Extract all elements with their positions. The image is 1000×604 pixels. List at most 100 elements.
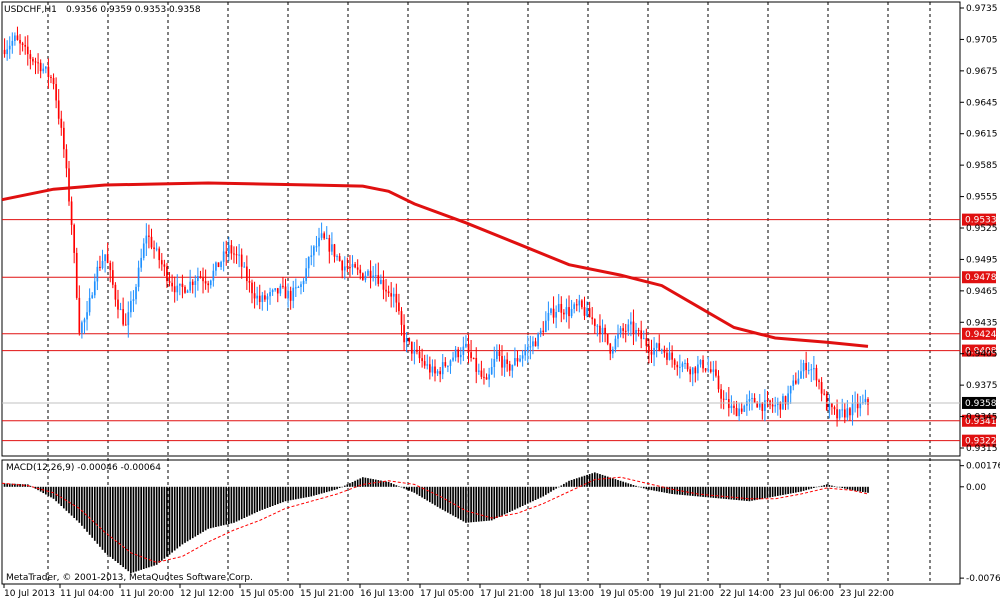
- macd-panel-frame: [1, 459, 961, 585]
- candle-body: [784, 396, 787, 405]
- macd-bar: [217, 486, 220, 527]
- macd-bar: [514, 486, 516, 510]
- candle-body: [34, 61, 37, 63]
- candle-body: [418, 351, 421, 359]
- macd-bar: [148, 486, 150, 568]
- candle-body: [604, 327, 606, 334]
- macd-bar: [377, 480, 380, 487]
- candle-body: [645, 338, 648, 346]
- candle-body: [294, 287, 297, 289]
- macd-bar: [689, 486, 691, 496]
- candle-body: [521, 355, 524, 359]
- candle-body: [493, 358, 496, 368]
- macd-bar: [488, 486, 490, 521]
- candle-body: [390, 293, 393, 297]
- time-tick-label: 11 Jul 04:00: [60, 589, 114, 599]
- macd-bar: [166, 486, 168, 557]
- macd-bar: [862, 486, 864, 492]
- macd-bar: [382, 481, 385, 487]
- macd-bar: [751, 486, 753, 501]
- candle-body: [215, 262, 217, 271]
- candle-body: [722, 398, 725, 400]
- macd-bar: [771, 486, 774, 497]
- macd-bar: [707, 486, 710, 498]
- macd-bar: [511, 486, 514, 511]
- macd-bar: [645, 486, 648, 490]
- candle-body: [83, 319, 86, 323]
- macd-bar: [586, 474, 588, 487]
- candle-body: [459, 354, 462, 358]
- macd-bar: [498, 486, 501, 517]
- candle-body: [797, 378, 800, 384]
- macd-bar: [111, 486, 114, 559]
- candle-body: [209, 280, 212, 286]
- candle-body: [622, 328, 624, 331]
- macd-bar: [508, 486, 511, 512]
- candle-body: [135, 286, 137, 300]
- macd-bar: [797, 486, 800, 493]
- candle-body: [374, 275, 377, 277]
- macd-bar: [173, 486, 176, 551]
- macd-bar: [101, 486, 104, 550]
- candle-body: [14, 35, 16, 41]
- price-panel-frame: [1, 1, 961, 457]
- candle-body: [11, 40, 14, 46]
- candle-body: [109, 262, 112, 271]
- candle-body: [181, 283, 184, 287]
- candle-body: [800, 371, 802, 379]
- candle-body: [547, 312, 550, 321]
- macd-bar: [266, 486, 269, 508]
- candle-body: [60, 118, 63, 128]
- current-price-tag: [962, 396, 996, 409]
- macd-bar: [320, 486, 323, 494]
- current-price-label: 0.9358: [965, 399, 997, 409]
- price-tick-label: 0.9525: [966, 224, 998, 234]
- macd-bar: [673, 486, 676, 495]
- macd-bar: [243, 486, 246, 518]
- candle-body: [70, 201, 73, 225]
- macd-bar: [550, 486, 552, 492]
- macd-bar: [282, 486, 284, 503]
- macd-bar: [671, 486, 673, 494]
- macd-bar: [506, 486, 509, 514]
- candle-body: [470, 352, 472, 358]
- macd-bar: [39, 486, 42, 492]
- macd-bar: [735, 486, 738, 500]
- macd-bar: [431, 486, 434, 504]
- macd-bar: [235, 486, 238, 522]
- candle-body: [617, 333, 619, 339]
- macd-bar: [544, 486, 547, 495]
- macd-bar: [122, 486, 124, 568]
- candle-body: [307, 256, 310, 269]
- candle-body: [230, 245, 233, 254]
- macd-bar: [50, 486, 52, 498]
- macd-bar: [805, 486, 807, 491]
- macd-bar: [612, 478, 614, 487]
- candle-body: [65, 149, 68, 169]
- macd-bar: [44, 486, 47, 495]
- macd-bar: [305, 486, 307, 498]
- candle-body: [738, 408, 740, 417]
- candle-body: [477, 370, 480, 372]
- macd-bar: [758, 486, 761, 500]
- candle-body: [78, 297, 81, 333]
- macd-bar: [215, 486, 217, 527]
- macd-bar: [738, 486, 740, 501]
- candle-body: [421, 358, 423, 362]
- candle-body: [673, 359, 676, 365]
- macd-bar: [413, 486, 416, 493]
- candle-body: [349, 267, 351, 269]
- candle-body: [305, 268, 307, 281]
- macd-bar: [331, 486, 333, 491]
- macd-bar: [253, 486, 256, 514]
- candle-body: [343, 266, 346, 271]
- candle-body: [300, 284, 302, 288]
- macd-bar: [712, 486, 715, 498]
- macd-bar: [68, 486, 70, 514]
- candle-body: [73, 224, 76, 253]
- candle-body: [434, 366, 436, 374]
- candle-body: [132, 299, 135, 301]
- macd-bar: [563, 483, 565, 487]
- macd-bar: [617, 479, 619, 487]
- level-price-label: 0.9322: [965, 437, 997, 447]
